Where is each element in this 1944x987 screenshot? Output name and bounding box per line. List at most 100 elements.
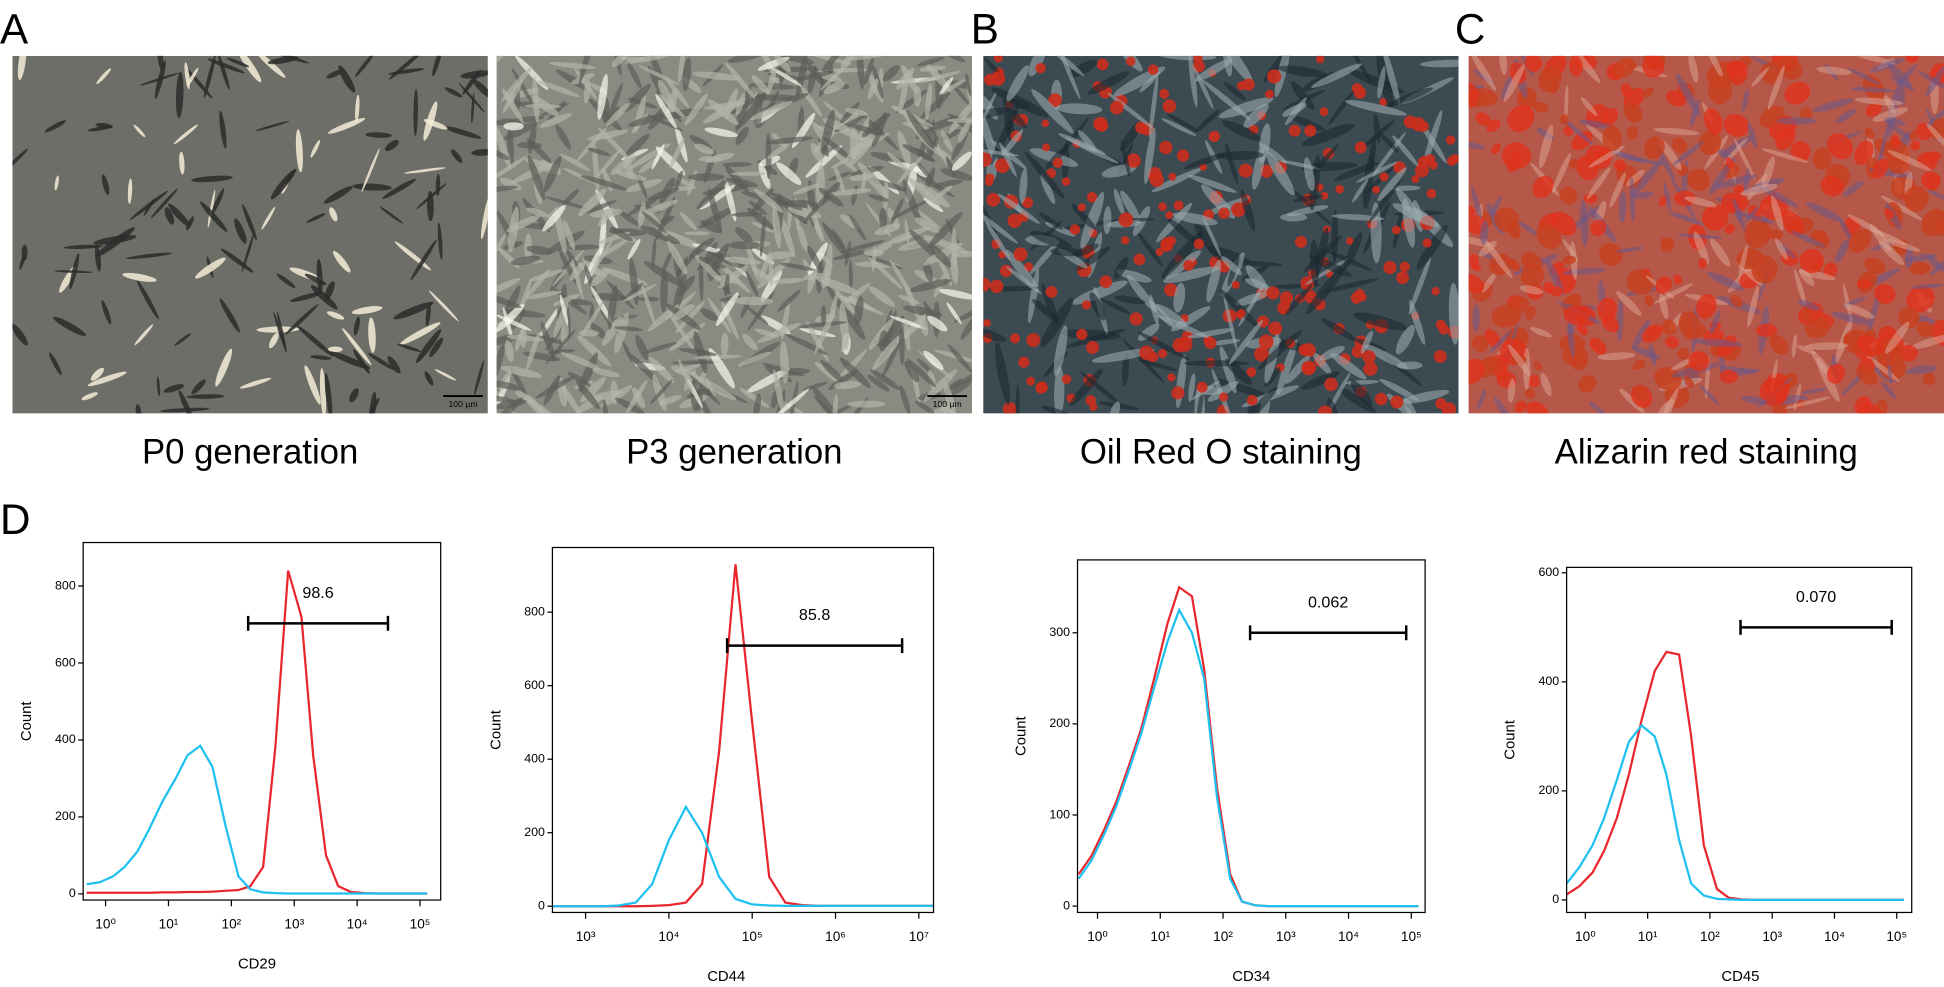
cell xyxy=(353,316,360,336)
cell xyxy=(867,194,890,202)
cell xyxy=(1916,321,1934,338)
cell xyxy=(1909,333,1944,350)
cell xyxy=(1743,167,1750,195)
cell xyxy=(1028,268,1040,324)
cell xyxy=(295,129,303,173)
cell xyxy=(1493,397,1517,414)
cell xyxy=(382,178,417,199)
cell xyxy=(1399,261,1410,272)
cell xyxy=(517,141,543,149)
cell xyxy=(328,351,371,370)
cell xyxy=(1324,377,1338,392)
cell xyxy=(1658,195,1668,207)
cell xyxy=(220,248,254,273)
cell xyxy=(1310,239,1320,288)
cell xyxy=(1552,152,1572,193)
cell xyxy=(496,293,522,309)
cell xyxy=(528,399,560,414)
cell xyxy=(1379,132,1399,153)
cell xyxy=(578,55,594,84)
cell xyxy=(1352,178,1369,203)
cell xyxy=(914,217,940,233)
y-axis-title: Count xyxy=(1014,715,1030,756)
cell xyxy=(867,78,879,99)
cell xyxy=(1694,339,1743,347)
cell xyxy=(226,57,250,68)
y-tick-label: 600 xyxy=(55,655,76,669)
cell xyxy=(1915,315,1935,325)
cell xyxy=(706,152,735,163)
cell xyxy=(1184,152,1229,170)
cell xyxy=(496,344,505,380)
cell xyxy=(423,119,448,130)
cell xyxy=(1761,148,1809,163)
cell xyxy=(925,83,933,120)
cell xyxy=(720,332,729,357)
plot-frame xyxy=(1566,566,1913,914)
cell xyxy=(939,403,958,414)
cell xyxy=(1579,120,1615,130)
cell xyxy=(1070,368,1103,406)
cell xyxy=(754,328,779,338)
cell xyxy=(1723,138,1748,164)
cell xyxy=(526,331,540,371)
cell xyxy=(159,407,210,413)
cell xyxy=(1089,292,1106,321)
cell xyxy=(567,244,600,251)
cell xyxy=(135,404,142,414)
cell xyxy=(746,368,790,393)
cell xyxy=(641,211,667,234)
cell xyxy=(1924,151,1942,162)
cell xyxy=(1288,114,1326,132)
cell xyxy=(1326,398,1340,414)
micrograph: 100 µm xyxy=(12,55,488,414)
cell xyxy=(768,253,774,287)
cell xyxy=(1402,198,1416,248)
cell xyxy=(820,60,852,91)
cell xyxy=(1619,388,1645,413)
cell xyxy=(737,351,771,367)
cell xyxy=(580,301,604,339)
cell xyxy=(897,130,911,166)
cell xyxy=(767,143,790,159)
cell xyxy=(1158,202,1167,211)
cell xyxy=(424,371,434,386)
cell xyxy=(1053,325,1068,377)
cell xyxy=(799,321,848,328)
cell xyxy=(1849,55,1896,65)
cell xyxy=(1254,346,1269,362)
cell xyxy=(1246,394,1258,406)
cell xyxy=(1279,291,1294,305)
cell xyxy=(1618,190,1627,224)
cell xyxy=(1688,351,1710,372)
cell xyxy=(682,57,692,92)
cell xyxy=(1826,364,1845,384)
cell xyxy=(833,381,862,390)
cell xyxy=(1285,97,1307,126)
cell xyxy=(101,300,112,325)
cell xyxy=(1386,87,1434,107)
cell xyxy=(1874,399,1888,414)
cell xyxy=(496,234,506,254)
cell xyxy=(669,138,685,169)
cell xyxy=(1708,75,1732,105)
cell xyxy=(1286,205,1329,216)
cell xyxy=(599,215,607,257)
cell xyxy=(927,211,963,249)
cell xyxy=(684,93,709,126)
panel-letter: C xyxy=(1455,5,1485,52)
plot-frame xyxy=(82,541,442,901)
cell xyxy=(1330,352,1367,380)
cell xyxy=(1108,401,1121,414)
cell xyxy=(699,184,736,210)
cell xyxy=(1362,350,1376,364)
cell xyxy=(1468,206,1476,219)
cell xyxy=(1724,224,1736,234)
cell xyxy=(902,144,936,162)
cell xyxy=(650,379,673,405)
cell xyxy=(1909,130,1918,141)
cell xyxy=(1077,203,1086,212)
cell xyxy=(496,399,527,409)
cell xyxy=(1086,340,1100,355)
cell xyxy=(770,192,803,211)
